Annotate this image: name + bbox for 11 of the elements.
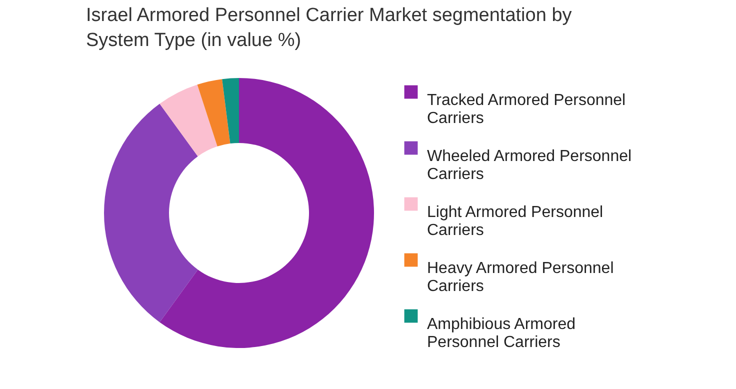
legend-label: Light Armored Personnel Carriers [427,204,604,239]
legend-label: Heavy Armored Personnel Carriers [427,260,614,295]
donut-slice [222,78,239,144]
legend-label: Wheeled Armored Personnel Carriers [427,148,632,183]
donut-slice [160,84,218,156]
legend-label: Tracked Armored Personnel Carriers [427,92,626,127]
chart-title: Israel Armored Personnel Carrier Market segmentation by System Type (in value %) [86,5,572,51]
donut-slice [160,78,374,348]
donut-slice [104,104,198,322]
legend-label: Amphibious Armored Personnel Carriers [427,316,576,351]
donut-slice [197,79,230,146]
